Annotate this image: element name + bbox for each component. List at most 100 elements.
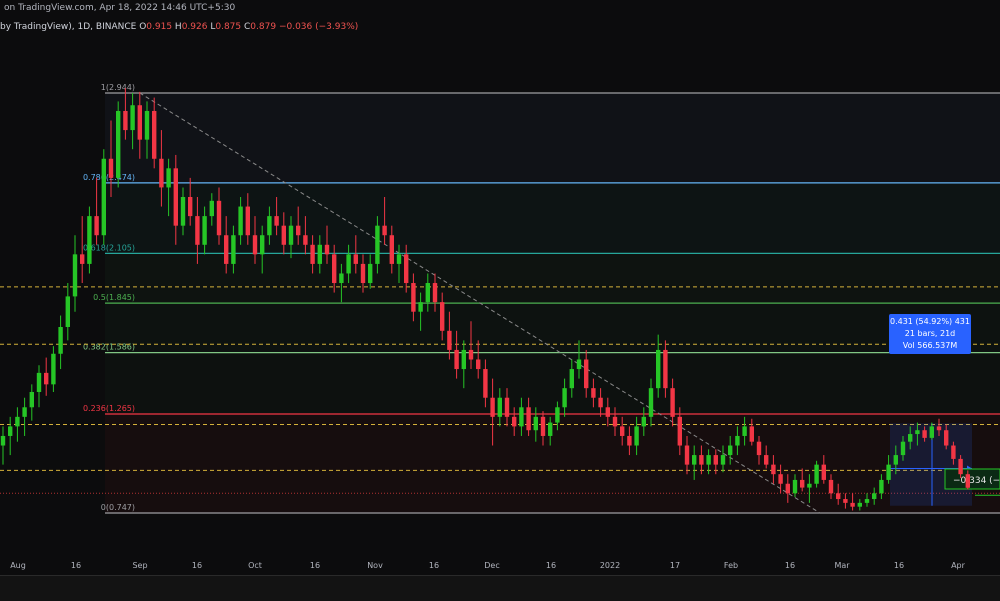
- fib-level-label: 0.236(1.265): [83, 404, 135, 413]
- candle-body: [346, 254, 351, 274]
- change-label-text: −0.334 (−27: [953, 476, 1000, 486]
- candle-body: [87, 216, 92, 264]
- candle-body: [720, 455, 726, 465]
- time-axis-tick-label: 17: [670, 561, 680, 570]
- candle-body: [792, 479, 798, 494]
- time-axis-tick-label: Apr: [951, 561, 966, 570]
- fib-zone-fills: [105, 93, 1000, 513]
- candlestick-series: [0, 88, 970, 511]
- candle-body: [864, 499, 870, 503]
- candle-body: [663, 349, 668, 389]
- fib-zone-fill: [105, 352, 1000, 414]
- candle-body: [749, 426, 754, 442]
- candle-body: [29, 391, 34, 408]
- candle-body: [396, 254, 402, 264]
- candle-body: [620, 426, 625, 436]
- ohlc-close-key: C: [244, 22, 251, 32]
- time-axis-tick-label: Mar: [834, 561, 850, 570]
- ohlc-high-value: 0.926: [181, 22, 208, 32]
- candle-body: [440, 302, 445, 331]
- candle-body: [310, 244, 315, 264]
- candle-body: [922, 430, 927, 438]
- candle-body: [267, 216, 272, 236]
- time-axis-tick-label: Dec: [484, 561, 499, 570]
- candle-body: [80, 254, 85, 264]
- candle-body: [72, 254, 78, 297]
- candle-body: [843, 499, 848, 503]
- candle-body: [555, 407, 560, 423]
- candle-body: [44, 372, 49, 385]
- candle-body: [562, 388, 567, 408]
- time-axis: Aug 16 Sep 16 Oct 16 Nov 16 Dec 16 2022 17 Feb 16 Mar 1…: [10, 561, 965, 570]
- candle-body: [123, 110, 128, 131]
- candle-body: [598, 397, 603, 408]
- fib-level-label: 1(2.944): [101, 83, 135, 92]
- candle-body: [692, 455, 697, 465]
- measure-label-box: [889, 314, 971, 354]
- ohlc-open-key: O: [139, 22, 147, 32]
- candle-body: [605, 407, 610, 417]
- candle-body: [353, 254, 358, 264]
- candle-body: [519, 407, 524, 427]
- candle-body: [569, 369, 574, 389]
- price-chart[interactable]: 1(2.944)0.786(2.474)0.618(2.105)0.5(1.84…: [0, 38, 1000, 575]
- time-axis-tick-label: 16: [192, 561, 202, 570]
- time-axis-tick-label: 16: [894, 561, 904, 570]
- ohlc-high-key: H: [174, 22, 182, 32]
- time-axis-tick-label: 16: [429, 561, 439, 570]
- fib-zone-fill: [105, 253, 1000, 304]
- watermark-text: on TradingView.com, Apr 18, 2022 14:46 U…: [4, 3, 236, 13]
- candle-body: [22, 407, 27, 417]
- candle-body: [324, 244, 330, 255]
- candle-body: [533, 416, 538, 431]
- candle-body: [872, 493, 877, 500]
- candle-body: [958, 458, 963, 475]
- measure-label-text: Vol 566.537M: [903, 341, 958, 350]
- ohlc-close-value: 0.879: [250, 22, 277, 32]
- candle-body: [771, 464, 776, 475]
- candle-body: [418, 302, 423, 312]
- candle-body: [411, 283, 416, 312]
- candle-body: [915, 430, 920, 435]
- candle-body: [951, 445, 956, 459]
- time-axis-tick-label: Nov: [367, 561, 383, 570]
- fib-zone-fill: [105, 93, 1000, 183]
- bottom-toolbar: [0, 575, 1000, 601]
- candle-body: [785, 483, 790, 494]
- candle-body: [447, 330, 452, 350]
- candle-body: [879, 479, 884, 494]
- candle-body: [684, 445, 690, 465]
- candle-body: [216, 200, 222, 236]
- candle-body: [965, 474, 970, 488]
- candle-body: [432, 283, 438, 303]
- candle-body: [778, 474, 783, 484]
- candle-body: [425, 283, 430, 303]
- candle-body: [850, 502, 855, 507]
- candle-body: [159, 158, 164, 188]
- candle-body: [137, 105, 142, 140]
- candle-body: [144, 110, 150, 140]
- candle-body: [807, 483, 812, 488]
- candle-body: [252, 235, 258, 255]
- diagonal-trendline[interactable]: [139, 92, 821, 514]
- fib-level-label: 0.618(2.105): [83, 243, 135, 252]
- candle-body: [195, 216, 200, 245]
- candle-body: [764, 455, 769, 465]
- fib-level-label: 0.382(1.586): [83, 343, 135, 352]
- time-axis-tick-label: Oct: [248, 561, 262, 570]
- candle-body: [857, 502, 862, 507]
- measure-label-text: 0.431 (54.92%) 431: [890, 317, 970, 326]
- candle-body: [497, 397, 502, 417]
- chart-header: on TradingView.com, Apr 18, 2022 14:46 U…: [0, 0, 1000, 38]
- candle-body: [821, 464, 826, 480]
- candle-body: [339, 273, 344, 284]
- time-axis-tick-label: 16: [546, 561, 556, 570]
- candle-body: [51, 353, 56, 385]
- ohlc-low-value: 0.875: [215, 22, 242, 32]
- ohlc-open-value: 0.915: [146, 22, 173, 32]
- candle-body: [886, 464, 891, 480]
- time-axis-tick-label: Sep: [132, 561, 147, 570]
- candle-body: [476, 359, 481, 370]
- candle-body: [908, 434, 913, 442]
- candle-body: [281, 225, 286, 245]
